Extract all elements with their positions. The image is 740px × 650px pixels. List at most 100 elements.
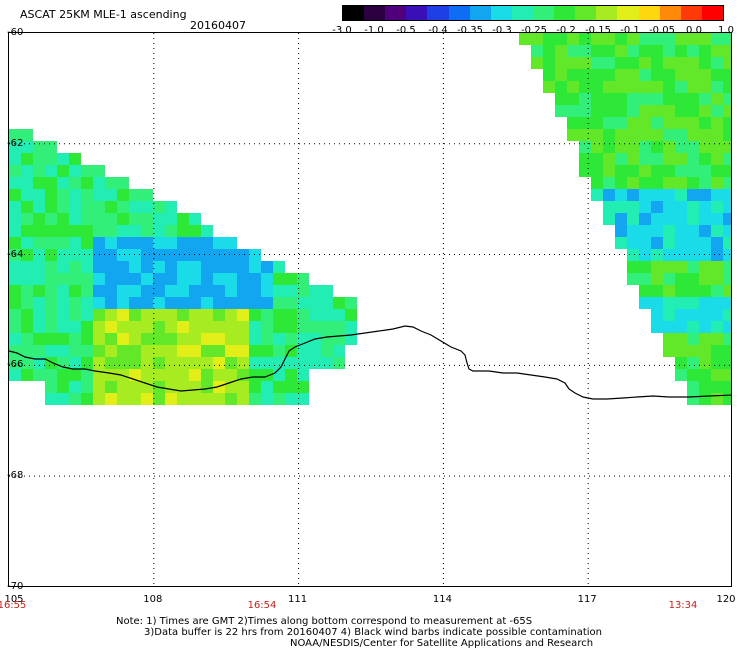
wind-cell	[723, 189, 731, 201]
lon-label: 108	[143, 594, 163, 605]
wind-cell	[21, 177, 33, 189]
wind-cell	[591, 177, 603, 189]
wind-cell	[687, 33, 699, 45]
wind-cell	[33, 237, 45, 249]
wind-cell	[189, 273, 201, 285]
wind-cell	[57, 297, 69, 309]
lat-label: -64	[7, 248, 24, 260]
wind-cell	[141, 357, 153, 369]
wind-cell	[699, 33, 711, 45]
wind-cell	[225, 249, 237, 261]
wind-cell	[153, 321, 165, 333]
wind-cell	[615, 69, 627, 81]
wind-cell	[33, 261, 45, 273]
wind-cell	[117, 213, 129, 225]
wind-cell	[57, 189, 69, 201]
wind-cell	[567, 81, 579, 93]
wind-cell	[687, 117, 699, 129]
colorbar-swatch	[490, 6, 512, 20]
wind-cell	[261, 393, 273, 405]
wind-cell	[117, 177, 129, 189]
colorbar-swatch	[638, 6, 660, 20]
colorbar-labels: -3.0 -1.0 -0.5 -0.4 -0.35 -0.3 -0.25 -0.2 -0.15-…	[330, 25, 740, 37]
wind-cell	[675, 309, 687, 321]
wind-cell	[165, 381, 177, 393]
wind-cell	[627, 201, 639, 213]
wind-cell	[603, 57, 615, 69]
wind-cell	[711, 297, 723, 309]
wind-cell	[21, 165, 33, 177]
wind-cell	[153, 357, 165, 369]
wind-cell	[639, 273, 651, 285]
wind-cell	[141, 201, 153, 213]
wind-cell	[615, 213, 627, 225]
wind-cell	[249, 357, 261, 369]
wind-cell	[153, 369, 165, 381]
wind-cell	[189, 381, 201, 393]
wind-cell	[9, 129, 21, 141]
wind-cell	[627, 69, 639, 81]
wind-cell	[675, 69, 687, 81]
wind-cell	[273, 309, 285, 321]
wind-cell	[723, 129, 731, 141]
wind-cell	[591, 141, 603, 153]
wind-cell	[567, 117, 579, 129]
wind-cell	[723, 381, 731, 393]
wind-cell	[567, 129, 579, 141]
wind-cell	[615, 105, 627, 117]
wind-cell	[591, 105, 603, 117]
wind-cell	[591, 69, 603, 81]
wind-cell	[69, 177, 81, 189]
wind-cell	[627, 153, 639, 165]
wind-cells	[9, 33, 731, 405]
wind-cell	[651, 81, 663, 93]
wind-cell	[651, 33, 663, 45]
wind-cell	[651, 177, 663, 189]
wind-cell	[675, 273, 687, 285]
wind-cell	[723, 69, 731, 81]
coastline	[9, 325, 731, 400]
wind-cell	[675, 45, 687, 57]
lat-label: -60	[7, 27, 24, 38]
wind-cell	[555, 33, 567, 45]
wind-cell	[627, 141, 639, 153]
wind-cell	[579, 153, 591, 165]
wind-cell	[237, 297, 249, 309]
wind-cell	[153, 237, 165, 249]
wind-cell	[663, 177, 675, 189]
wind-cell	[723, 213, 731, 225]
wind-cell	[579, 165, 591, 177]
wind-cell	[699, 105, 711, 117]
lat-label: -70	[7, 580, 24, 592]
lon-label: 111	[288, 594, 308, 605]
wind-cell	[723, 57, 731, 69]
wind-cell	[687, 393, 699, 405]
wind-cell	[663, 81, 675, 93]
wind-cell	[309, 297, 321, 309]
wind-cell	[663, 105, 675, 117]
product-date: 20160407	[190, 19, 246, 32]
wind-cell	[711, 45, 723, 57]
wind-cell	[81, 297, 93, 309]
wind-cell	[105, 201, 117, 213]
wind-cell	[723, 393, 731, 405]
wind-cell	[213, 369, 225, 381]
wind-cell	[249, 333, 261, 345]
wind-cell	[237, 273, 249, 285]
lon-label: 105	[4, 594, 24, 605]
wind-cell	[177, 213, 189, 225]
wind-cell	[711, 369, 723, 381]
wind-cell	[225, 345, 237, 357]
wind-cell	[699, 357, 711, 369]
wind-cell	[675, 321, 687, 333]
wind-cell	[687, 129, 699, 141]
wind-cell	[141, 345, 153, 357]
wind-cell	[213, 285, 225, 297]
wind-cell	[165, 309, 177, 321]
wind-cell	[69, 201, 81, 213]
wind-cell	[591, 57, 603, 69]
wind-cell	[699, 81, 711, 93]
wind-cell	[177, 261, 189, 273]
wind-cell	[543, 57, 555, 69]
wind-cell	[57, 225, 69, 237]
